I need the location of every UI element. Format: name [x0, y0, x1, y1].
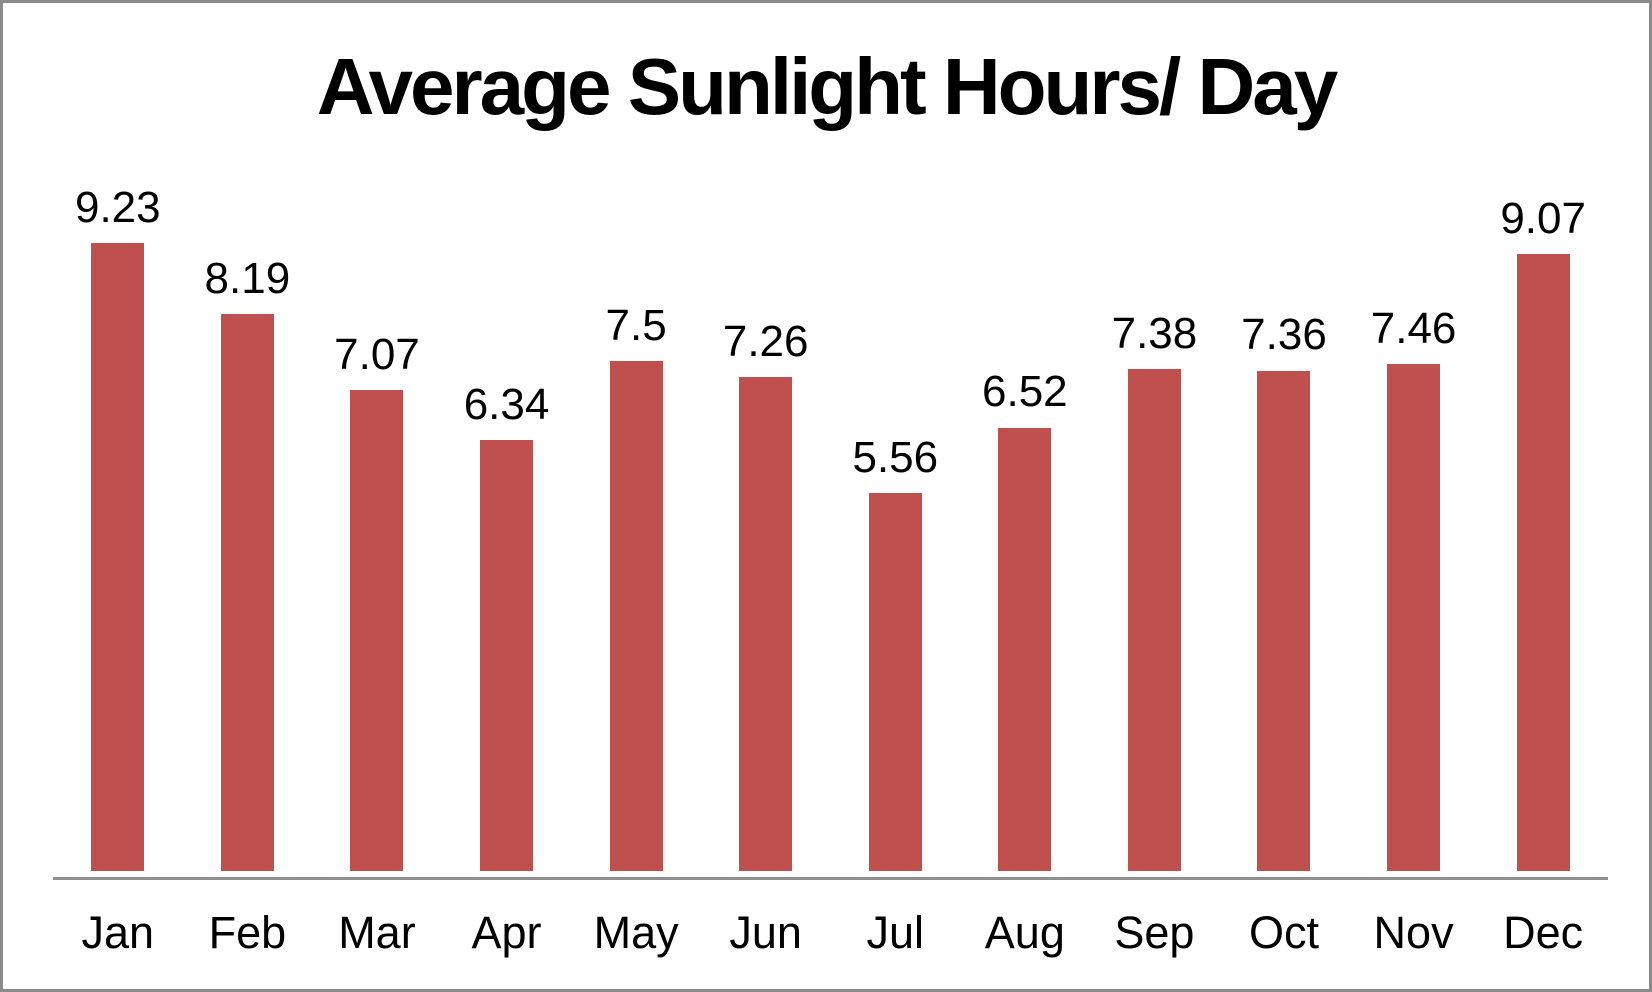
bar-column-dec: 9.07	[1478, 163, 1608, 871]
bar-oct	[1257, 370, 1311, 871]
bar-column-oct: 7.36	[1219, 163, 1349, 871]
bar-value-label: 6.52	[982, 367, 1068, 417]
bar-value-label: 7.46	[1370, 303, 1457, 353]
bar-value-label: 7.07	[334, 330, 420, 380]
bar-value-label: 8.19	[204, 253, 291, 303]
bar-column-mar: 7.07	[312, 163, 442, 871]
bar-column-apr: 6.34	[442, 163, 572, 871]
x-tick-label-sep: Sep	[1114, 907, 1195, 958]
bar-value-label: 7.38	[1111, 309, 1198, 359]
x-tick-label-mar: Mar	[338, 907, 416, 958]
bar-column-sep: 7.38	[1090, 163, 1220, 871]
x-tick-label-aug: Aug	[984, 907, 1065, 958]
bar-column-jul: 5.56	[830, 163, 960, 871]
bar-aug	[998, 427, 1052, 871]
bar-column-jan: 9.23	[53, 163, 183, 871]
x-tick-label-jul: Jul	[866, 907, 925, 958]
plot-area: 9.23 8.19 7.07 6.34 7.5 7.26 5.56 6.52 7.38 7.36 7…	[53, 163, 1608, 871]
bar-jun	[739, 377, 793, 871]
bar-column-nov: 7.46	[1349, 163, 1479, 871]
bar-nov	[1387, 363, 1441, 871]
bar-value-label: 5.56	[852, 432, 939, 482]
bar-column-feb: 8.19	[183, 163, 313, 871]
bar-jan	[91, 243, 145, 871]
bar-value-label: 7.5	[605, 300, 667, 350]
bar-jul	[868, 492, 922, 871]
x-tick-label-jan: Jan	[81, 907, 155, 958]
bar-value-label: 9.07	[1500, 194, 1586, 244]
bar-value-label: 9.23	[74, 183, 161, 233]
x-tick-label-nov: Nov	[1373, 907, 1454, 958]
bar-column-may: 7.5	[571, 163, 701, 871]
x-axis-line	[53, 877, 1608, 880]
bar-value-label: 7.26	[722, 317, 809, 367]
x-tick-label-dec: Dec	[1503, 907, 1584, 958]
x-tick-label-feb: Feb	[208, 907, 287, 958]
chart-title: Average Sunlight Hours/ Day	[316, 42, 1339, 131]
bar-column-jun: 7.26	[701, 163, 831, 871]
bar-apr	[480, 439, 534, 871]
bar-feb	[220, 314, 274, 871]
bar-sep	[1127, 369, 1181, 871]
bar-mar	[350, 390, 404, 871]
bar-column-aug: 6.52	[960, 163, 1090, 871]
bar-dec	[1516, 254, 1570, 871]
x-tick-label-apr: Apr	[471, 907, 542, 958]
x-tick-label-may: May	[593, 907, 679, 958]
x-tick-label-oct: Oct	[1248, 907, 1319, 958]
bar-may	[609, 361, 663, 871]
x-axis-labels: Jan Feb Mar Apr May Jun Jul Aug Sep Oct Nov Dec	[53, 908, 1608, 958]
bar-value-label: 6.34	[463, 379, 550, 429]
bar-value-label: 7.36	[1241, 310, 1327, 360]
x-tick-label-jun: Jun	[729, 907, 802, 958]
